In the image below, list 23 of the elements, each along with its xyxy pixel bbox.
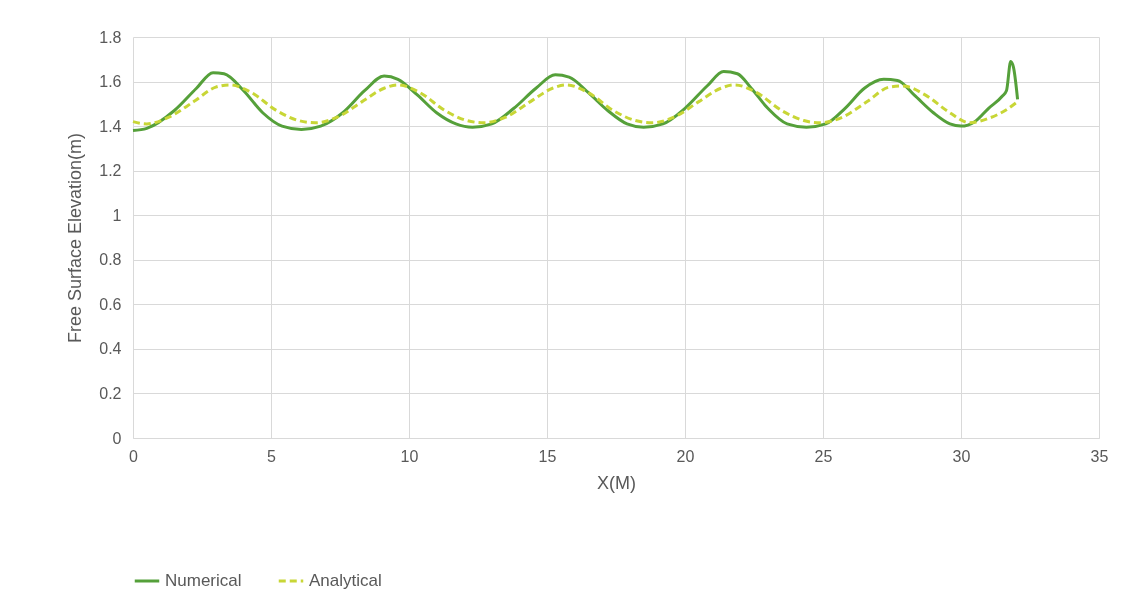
y-axis-title: Free Surface Elevation(m) bbox=[65, 132, 86, 344]
x-tick-label: 35 bbox=[1090, 447, 1109, 465]
x-tick-label: 15 bbox=[538, 447, 557, 465]
y-tick-label: 0.6 bbox=[99, 295, 122, 313]
y-tick-label: 1.6 bbox=[99, 73, 122, 91]
x-tick-label: 10 bbox=[400, 447, 419, 465]
legend-label: Analytical bbox=[309, 571, 382, 590]
y-tick-label: 0.4 bbox=[99, 340, 122, 358]
y-tick-label: 0.8 bbox=[99, 251, 122, 269]
x-tick-label: 5 bbox=[267, 447, 277, 465]
y-tick-label: 1 bbox=[112, 206, 122, 224]
y-tick-label: 0 bbox=[112, 429, 122, 447]
x-tick-label: 20 bbox=[676, 447, 695, 465]
y-tick-label: 0.2 bbox=[99, 384, 122, 402]
line-series bbox=[131, 60, 1020, 133]
y-tick-label: 1.2 bbox=[99, 162, 122, 180]
legend-label: Numerical bbox=[165, 571, 242, 590]
x-axis-title: X(M) bbox=[597, 472, 636, 493]
y-tick-label: 1.4 bbox=[99, 117, 122, 135]
x-tick-label: 0 bbox=[129, 447, 139, 465]
y-tick-label: 1.8 bbox=[99, 28, 122, 46]
x-tick-label: 25 bbox=[814, 447, 833, 465]
x-tick-label: 30 bbox=[952, 447, 971, 465]
